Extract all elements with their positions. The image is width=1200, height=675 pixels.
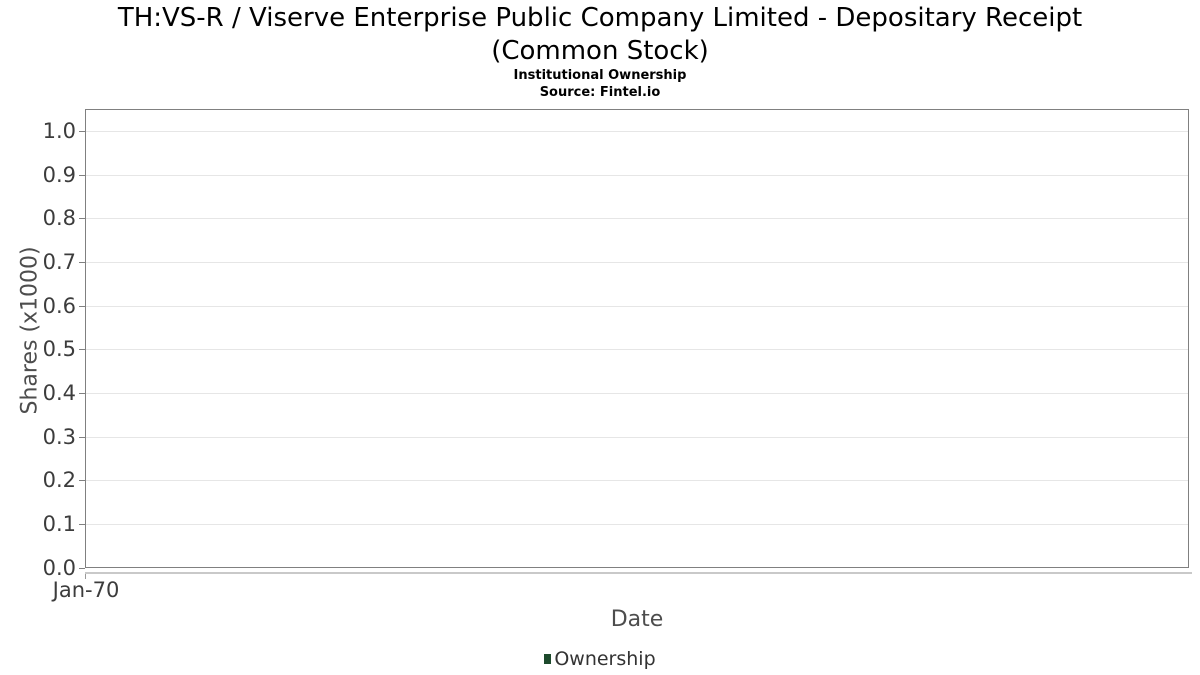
y-axis-tick bbox=[79, 175, 85, 176]
chart-title-line1: TH:VS-R / Viserve Enterprise Public Comp… bbox=[117, 3, 1083, 33]
legend-label: Ownership bbox=[554, 648, 656, 670]
y-gridline bbox=[86, 437, 1188, 438]
y-axis-tick-label: 0.8 bbox=[42, 206, 76, 230]
y-axis-tick-label: 0.4 bbox=[42, 381, 76, 405]
y-axis-tick-label: 0.7 bbox=[42, 250, 76, 274]
chart-source: Source: Fintel.io bbox=[539, 85, 661, 100]
chart-title-line2: (Common Stock) bbox=[491, 36, 709, 66]
y-axis-tick-label: 0.2 bbox=[42, 468, 76, 492]
y-axis-tick bbox=[79, 524, 85, 525]
y-gridline bbox=[86, 393, 1188, 394]
x-axis-line bbox=[85, 572, 1192, 574]
legend-marker-square bbox=[544, 654, 552, 664]
y-gridline bbox=[86, 306, 1188, 307]
y-axis-tick-label: 0.1 bbox=[42, 512, 76, 536]
y-gridline bbox=[86, 131, 1188, 132]
y-axis-tick-label: 0.5 bbox=[42, 337, 76, 361]
chart-subtitle: Institutional Ownership bbox=[513, 68, 687, 83]
y-gridline bbox=[86, 262, 1188, 263]
y-gridline bbox=[86, 175, 1188, 176]
y-gridline bbox=[86, 524, 1188, 525]
y-axis-tick bbox=[79, 306, 85, 307]
y-axis-tick bbox=[79, 131, 85, 132]
y-axis-tick-label: 0.3 bbox=[42, 425, 76, 449]
y-axis-tick-label: 0.0 bbox=[42, 556, 76, 580]
y-gridline bbox=[86, 480, 1188, 481]
x-axis-tick-label: Jan-70 bbox=[52, 578, 120, 602]
y-axis-tick bbox=[79, 393, 85, 394]
x-axis-title: Date bbox=[610, 607, 664, 632]
y-axis-tick bbox=[79, 568, 85, 569]
y-axis-tick bbox=[79, 480, 85, 481]
y-axis-tick-label: 0.6 bbox=[42, 294, 76, 318]
y-gridline bbox=[86, 349, 1188, 350]
legend[interactable]: Ownership bbox=[0, 647, 1200, 671]
y-axis-tick bbox=[79, 349, 85, 350]
y-axis-tick-label: 0.9 bbox=[42, 163, 76, 187]
y-axis-tick-label: 1.0 bbox=[42, 119, 76, 143]
chart-title: TH:VS-R / Viserve Enterprise Public Comp… bbox=[0, 2, 1200, 68]
y-axis-tick bbox=[79, 262, 85, 263]
y-axis-tick bbox=[79, 218, 85, 219]
y-gridline bbox=[86, 218, 1188, 219]
plot-area bbox=[85, 109, 1189, 568]
x-axis-tick bbox=[85, 574, 86, 579]
y-axis-tick bbox=[79, 437, 85, 438]
